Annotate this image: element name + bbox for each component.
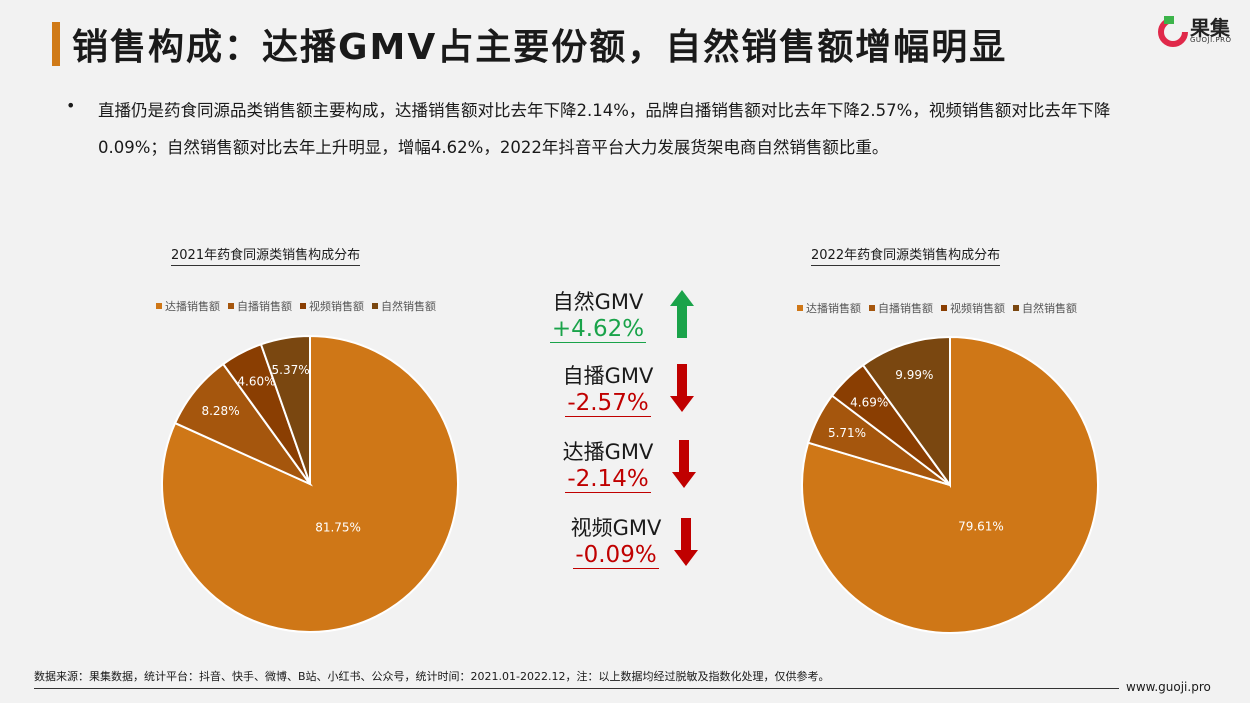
- chart-2022-pie: 79.61% 5.71% 4.69% 9.99%: [801, 335, 1099, 634]
- legend-item-0-2: 视频销售额: [300, 298, 364, 314]
- change-self: 自播GMV -2.57%: [538, 360, 678, 417]
- legend-swatch-1-2: [941, 305, 947, 311]
- legend-swatch-1-1: [869, 305, 875, 311]
- legend-swatch-0-1: [228, 303, 234, 309]
- legend-item-1-0: 达播销售额: [797, 300, 861, 316]
- legend-swatch-1-3: [1013, 305, 1019, 311]
- legend-item-1-3: 自然销售额: [1013, 300, 1077, 316]
- legend-item-0-0: 达播销售额: [156, 298, 220, 314]
- legend-label-0-0: 达播销售额: [165, 300, 220, 313]
- legend-label-0-1: 自播销售额: [237, 300, 292, 313]
- title-accent-bar: [52, 22, 60, 66]
- legend-label-1-1: 自播销售额: [878, 302, 933, 315]
- legend-swatch-0-2: [300, 303, 306, 309]
- arrow-up-icon: [670, 290, 694, 338]
- change-video: 视频GMV -0.09%: [546, 512, 686, 569]
- change-self-label: 自播GMV: [562, 364, 654, 388]
- arrow-down-icon: [674, 518, 698, 566]
- change-natural-value: +4.62%: [549, 316, 647, 343]
- pie-label-1-2: 4.69%: [850, 396, 888, 410]
- change-influencer: 达播GMV -2.14%: [538, 436, 678, 493]
- bullet-dot: •: [66, 96, 76, 115]
- footer-url: www.guoji.pro: [1126, 680, 1211, 694]
- legend-item-1-1: 自播销售额: [869, 300, 933, 316]
- chart-2021-title: 2021年药食同源类销售构成分布: [171, 244, 361, 266]
- chart-2022-legend: 达播销售额 自播销售额 视频销售额 自然销售额: [797, 300, 1077, 316]
- pie-label-1-0: 79.61%: [958, 520, 1004, 534]
- logo-name: 果集: [1190, 16, 1230, 40]
- pie-label-0-2: 4.60%: [237, 375, 275, 389]
- change-influencer-value: -2.14%: [565, 466, 651, 493]
- logo-sub: GUOJI.PRO: [1190, 36, 1232, 44]
- legend-label-0-2: 视频销售额: [309, 300, 364, 313]
- pie-label-0-3: 5.37%: [272, 363, 310, 377]
- summary-text: 直播仍是药食同源品类销售额主要构成，达播销售额对比去年下降2.14%，品牌自播销…: [98, 101, 1111, 157]
- arrow-down-icon: [672, 440, 696, 488]
- legend-swatch-0-3: [372, 303, 378, 309]
- pie-label-0-0: 81.75%: [315, 521, 361, 535]
- pie-label-0-1: 8.28%: [201, 404, 239, 418]
- legend-swatch-1-0: [797, 305, 803, 311]
- change-natural: 自然GMV +4.62%: [528, 286, 668, 343]
- legend-label-1-0: 达播销售额: [806, 302, 861, 315]
- legend-item-0-3: 自然销售额: [372, 298, 436, 314]
- chart-2021-pie: 81.75% 8.28% 4.60%5.37%: [161, 334, 459, 633]
- pie-slice-1-3: [861, 335, 951, 489]
- chart-2022-title: 2022年药食同源类销售构成分布: [811, 244, 1001, 266]
- guoji-logo-icon: [1158, 16, 1188, 47]
- page-title: 销售构成：达播GMV占主要份额，自然销售额增幅明显: [72, 27, 1008, 68]
- change-video-value: -0.09%: [573, 542, 659, 569]
- legend-item-0-1: 自播销售额: [228, 298, 292, 314]
- pie-label-1-1: 5.71%: [828, 426, 866, 440]
- footer-divider: [34, 688, 1119, 689]
- footer-source: 数据来源：果集数据，统计平台：抖音、快手、微博、B站、小红书、公众号，统计时间：…: [34, 670, 830, 683]
- pie-label-1-3: 9.99%: [895, 368, 933, 382]
- change-video-label: 视频GMV: [570, 516, 662, 540]
- legend-label-1-2: 视频销售额: [950, 302, 1005, 315]
- pie-slice-0-3: [259, 334, 311, 485]
- chart-2021-legend: 达播销售额 自播销售额 视频销售额 自然销售额: [156, 298, 436, 314]
- change-self-value: -2.57%: [565, 390, 651, 417]
- change-natural-label: 自然GMV: [552, 290, 644, 314]
- legend-label-0-3: 自然销售额: [381, 300, 436, 313]
- change-influencer-label: 达播GMV: [562, 440, 654, 464]
- arrow-down-icon: [670, 364, 694, 412]
- legend-label-1-3: 自然销售额: [1022, 302, 1077, 315]
- legend-swatch-0-0: [156, 303, 162, 309]
- legend-item-1-2: 视频销售额: [941, 300, 1005, 316]
